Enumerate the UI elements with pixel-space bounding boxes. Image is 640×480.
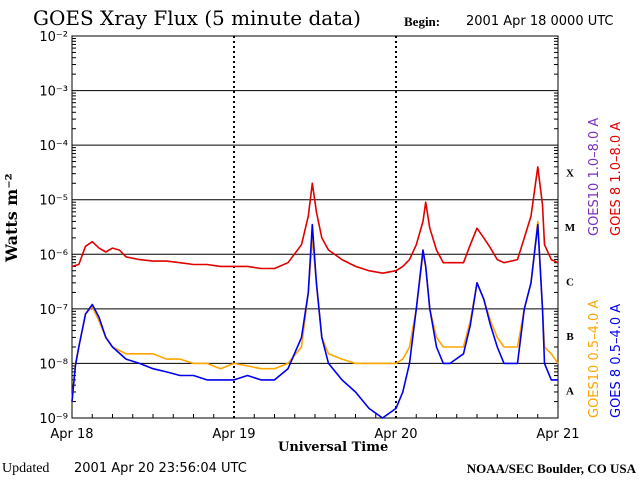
y-tick-label: 10⁻⁹ <box>39 412 68 427</box>
y-tick-label: 10⁻⁴ <box>39 139 68 154</box>
flare-class-label: X <box>566 167 574 179</box>
credit: NOAA/SEC Boulder, CO USA <box>466 461 636 476</box>
legend-goes10-short: GOES10 0.5–4.0 A <box>587 299 602 418</box>
y-tick-label: 10⁻⁵ <box>39 194 68 209</box>
flare-class-label: A <box>566 386 574 398</box>
updated-label: Updated <box>2 461 50 476</box>
legend-goes8-short: GOES 8 0.5–4.0 A <box>609 303 624 418</box>
flare-class-label: C <box>566 277 574 289</box>
y-tick-label: 10⁻⁸ <box>39 357 68 372</box>
x-tick-label: Apr 21 <box>536 427 579 442</box>
begin-label: Begin: <box>404 14 441 29</box>
y-tick-label: 10⁻³ <box>39 85 68 100</box>
x-axis-label: Universal Time <box>278 440 389 455</box>
x-tick-label: Apr 20 <box>374 427 417 442</box>
y-tick-label: 10⁻⁶ <box>39 248 68 263</box>
chart-title: GOES Xray Flux (5 minute data) <box>33 6 361 30</box>
flare-class-label: M <box>565 222 576 234</box>
legend-goes10-long: GOES10 1.0–8.0 A <box>587 117 602 236</box>
plot-frame <box>71 35 559 419</box>
y-tick-label: 10⁻⁷ <box>39 303 68 318</box>
flare-class-label: B <box>566 331 574 343</box>
legend-goes8-long: GOES 8 1.0–8.0 A <box>609 121 624 236</box>
series-line-2 <box>71 220 559 402</box>
updated-value: 2001 Apr 20 23:56:04 UTC <box>74 461 247 476</box>
y-tick-label: 10⁻² <box>39 30 68 45</box>
series-line-1 <box>71 166 559 274</box>
x-tick-label: Apr 19 <box>212 427 255 442</box>
begin-value: 2001 Apr 18 0000 UTC <box>466 14 614 29</box>
series-line-3 <box>71 223 558 419</box>
x-tick-label: Apr 18 <box>50 427 93 442</box>
